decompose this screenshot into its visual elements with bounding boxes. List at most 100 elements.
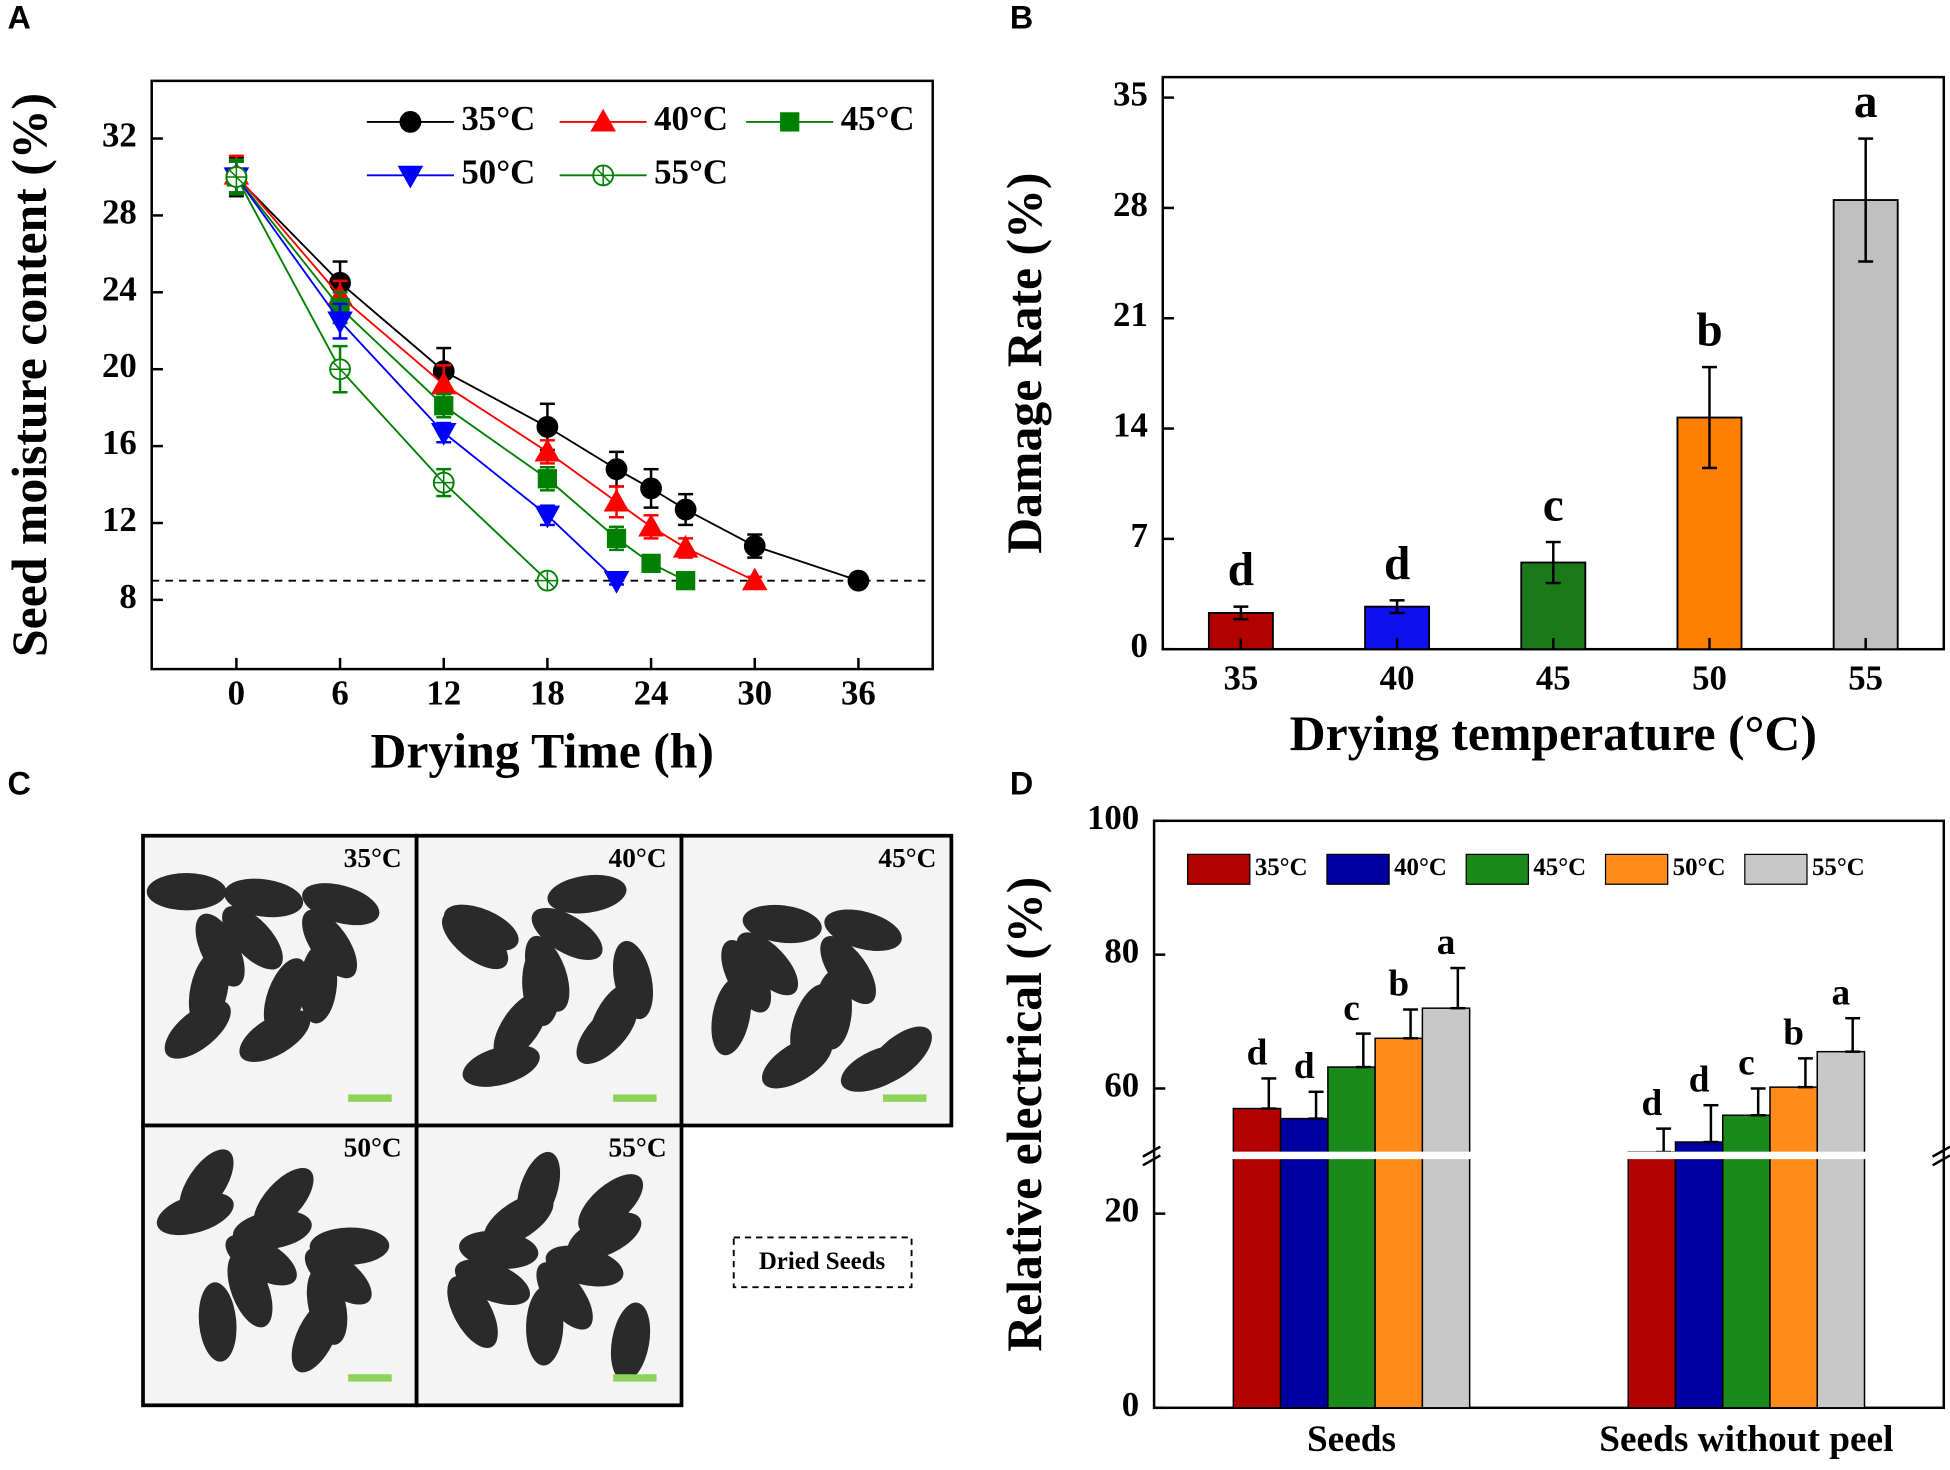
marker: [534, 438, 561, 462]
seed: [179, 1149, 234, 1219]
marker: [536, 415, 559, 438]
y-axis-title: Seed moisture content (%): [2, 93, 57, 657]
break-mark: [1142, 1145, 1161, 1167]
legend-label: 45°C: [1533, 854, 1586, 881]
photo: [679, 833, 954, 1128]
significance-letter: a: [1832, 972, 1851, 1013]
note-box: [732, 1236, 913, 1289]
significance-letter: d: [1641, 1083, 1662, 1124]
seed: [820, 936, 876, 1005]
seed: [612, 940, 654, 1020]
seed: [736, 932, 799, 996]
seed: [578, 1174, 644, 1234]
significance-letter: b: [1783, 1013, 1804, 1054]
x-tick-label: 18: [530, 673, 565, 712]
marker: [399, 111, 422, 133]
photo-label: 45°C: [878, 843, 936, 873]
series-line: [235, 174, 756, 582]
seed: [304, 1247, 372, 1305]
seed: [146, 873, 227, 911]
marker: [672, 534, 699, 558]
x-tick-label: 12: [426, 673, 461, 712]
marker: [434, 396, 454, 416]
marker-cross: [593, 165, 614, 186]
y-tick-label: 28: [102, 192, 137, 231]
seed: [309, 1227, 390, 1265]
marker: [638, 513, 664, 537]
legend-swatch: [1465, 853, 1530, 885]
x-tick-label: 36: [841, 673, 876, 712]
y-tick-label: 8: [119, 577, 136, 616]
bar: [1816, 1050, 1866, 1409]
significance-letter: b: [1696, 305, 1722, 357]
legend-swatch: [1744, 853, 1808, 885]
marker: [641, 553, 661, 573]
bar: [1721, 1114, 1771, 1409]
legend-label: 35°C: [1255, 854, 1308, 881]
break-mark: [1931, 1145, 1950, 1167]
seed: [531, 907, 603, 960]
y-tick-label: 14: [1113, 406, 1148, 445]
x-axis-title: Drying temperature (°C): [1290, 706, 1817, 761]
seed: [302, 883, 380, 926]
seed: [522, 946, 560, 1026]
marker-cross: [330, 359, 351, 380]
series-line: [235, 176, 549, 582]
seed: [253, 1168, 314, 1233]
seed: [840, 1044, 916, 1092]
seed: [441, 911, 509, 970]
marker: [603, 488, 630, 512]
seed: [790, 984, 834, 1061]
marker: [536, 569, 559, 592]
marker: [847, 569, 870, 592]
y-tick-label: 28: [1113, 185, 1148, 224]
plot-frame: [1152, 819, 1946, 1410]
y-tick-label: 7: [1130, 516, 1147, 555]
legend-label: 50°C: [1673, 854, 1726, 881]
significance-letter: c: [1738, 1043, 1755, 1084]
marker: [534, 505, 561, 529]
note-label: Dried Seeds: [759, 1248, 886, 1275]
significance-letter: d: [1294, 1046, 1315, 1087]
seed: [721, 940, 772, 1013]
significance-letter: d: [1689, 1059, 1710, 1100]
marker: [640, 477, 662, 500]
y-tick-label: 100: [1087, 798, 1139, 837]
bar: [1279, 1117, 1329, 1409]
significance-letter: a: [1854, 76, 1878, 128]
marker: [590, 108, 616, 132]
axis-break: [1157, 1151, 1941, 1160]
marker-cross: [433, 472, 454, 493]
marker: [329, 358, 351, 381]
series-line: [235, 176, 618, 582]
bar: [1627, 1151, 1677, 1409]
bar: [1374, 1037, 1424, 1409]
x-tick-label: Seeds without peel: [1599, 1419, 1893, 1460]
significance-letter: a: [1437, 922, 1456, 963]
legend-swatch: [1326, 853, 1390, 885]
y-tick-label: 21: [1113, 295, 1148, 334]
x-tick-label: 35: [1223, 659, 1258, 698]
marker: [605, 458, 628, 481]
y-axis-title: Damage Rate (%): [997, 173, 1052, 554]
legend-label: 45°C: [841, 99, 915, 138]
seed: [462, 1044, 540, 1087]
x-tick-label: 40: [1380, 659, 1415, 698]
bar: [1421, 1007, 1471, 1409]
seed: [610, 1302, 651, 1382]
marker: [741, 567, 768, 591]
significance-letter: d: [1384, 538, 1410, 590]
y-tick-label: 0: [1130, 626, 1147, 665]
bar: [1832, 199, 1899, 651]
x-tick-label: 24: [634, 673, 669, 712]
legend-label: 40°C: [654, 99, 728, 138]
photo-label: 50°C: [344, 1133, 402, 1163]
x-tick-label: 55: [1848, 659, 1883, 698]
y-tick-label: 0: [1122, 1385, 1139, 1424]
x-tick-label: Seeds: [1307, 1419, 1396, 1460]
seed: [224, 878, 304, 918]
seed: [225, 1234, 297, 1286]
marker: [432, 471, 455, 494]
marker: [674, 498, 697, 521]
photo-label: 55°C: [609, 1133, 667, 1163]
